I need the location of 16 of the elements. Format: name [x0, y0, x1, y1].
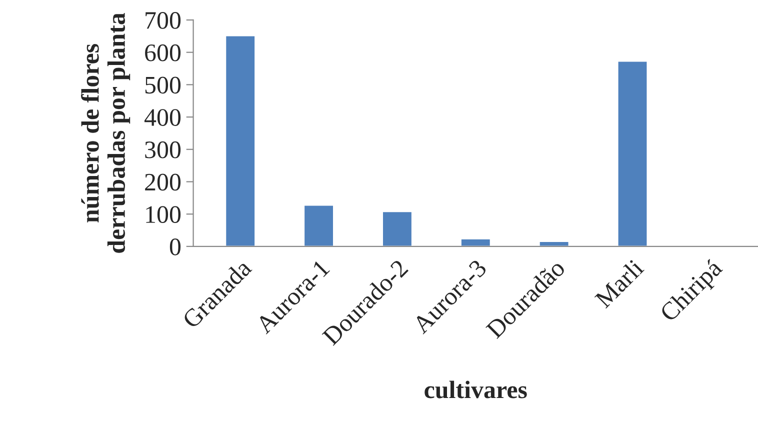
y-tick-label: 200 [145, 174, 181, 191]
y-tick-label: 400 [144, 109, 181, 126]
y-tick-label: 100 [146, 206, 181, 223]
bar [224, 34, 256, 246]
y-tick-label: 0 [170, 238, 181, 256]
y-tick-label: 600 [145, 44, 181, 62]
bar [460, 238, 492, 246]
y-tick-label: 300 [145, 141, 181, 158]
bar [382, 210, 413, 246]
y-tick-label: 700 [146, 12, 181, 29]
x-axis-title: cultivares [424, 380, 527, 398]
y-tick-label: 500 [145, 76, 181, 94]
bar [303, 204, 334, 246]
bar [538, 240, 570, 246]
bar [616, 60, 648, 246]
y-axis-title: número de flores derrubadas por planta [81, 12, 130, 253]
